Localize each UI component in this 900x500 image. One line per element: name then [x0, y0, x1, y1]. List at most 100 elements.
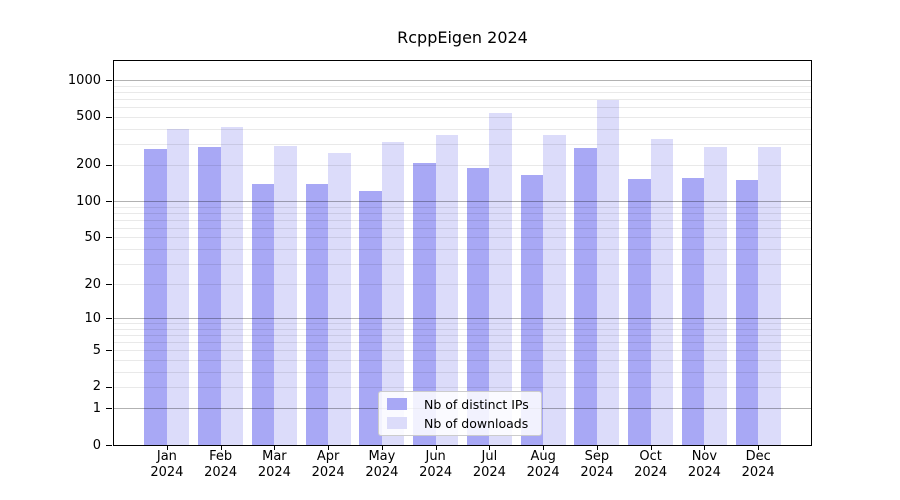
- x-tick-jan: [166, 445, 168, 450]
- x-tick-oct: [650, 445, 652, 450]
- x-tick-label-jan: Jan 2024: [135, 449, 199, 481]
- x-tick-mar: [274, 445, 276, 450]
- bar-distinct-ips-may: [359, 190, 382, 445]
- x-tick-dec: [758, 445, 760, 450]
- y-tick-0: [106, 445, 112, 446]
- x-tick-label-dec: Dec 2024: [726, 449, 790, 481]
- x-tick-label-feb: Feb 2024: [189, 449, 253, 481]
- y-tick-100: [106, 201, 112, 203]
- bars-layer: [114, 61, 811, 445]
- x-tick-label-nov: Nov 2024: [672, 449, 736, 481]
- bar-downloads-nov: [704, 147, 727, 445]
- x-tick-year: 2024: [687, 465, 721, 480]
- legend-item-downloads: Nb of downloads: [379, 414, 541, 433]
- x-tick-aug: [543, 445, 545, 450]
- legend: Nb of distinct IPs Nb of downloads: [378, 391, 542, 436]
- x-tick-month: Jul: [481, 449, 498, 464]
- x-tick-label-may: May 2024: [350, 449, 414, 481]
- bar-downloads-jun: [435, 135, 459, 445]
- legend-swatch-distinct-ips: [387, 398, 407, 410]
- x-tick-year: 2024: [257, 465, 291, 480]
- y-tick-label-50: 50: [84, 229, 101, 245]
- bar-distinct-ips-sep: [574, 147, 597, 445]
- bar-downloads-sep: [596, 100, 620, 445]
- y-tick-2: [106, 386, 112, 388]
- legend-swatch-downloads: [387, 417, 407, 429]
- x-tick-month: Mar: [262, 449, 287, 464]
- bar-distinct-ips-aug: [520, 175, 544, 445]
- bar-downloads-jul: [489, 112, 512, 445]
- x-tick-month: Feb: [209, 449, 233, 464]
- x-tick-month: Nov: [691, 449, 718, 464]
- legend-label-distinct-ips: Nb of distinct IPs: [424, 396, 529, 412]
- x-tick-year: 2024: [150, 465, 184, 480]
- x-tick-month: Apr: [316, 449, 340, 464]
- y-tick-20: [106, 284, 112, 286]
- x-tick-month: Dec: [745, 449, 771, 464]
- bar-downloads-aug: [543, 135, 566, 445]
- x-tick-label-jun: Jun 2024: [404, 449, 468, 481]
- y-tick-label-1000: 1000: [67, 72, 101, 88]
- x-tick-year: 2024: [472, 465, 506, 480]
- bar-distinct-ips-oct: [628, 179, 651, 445]
- x-tick-feb: [220, 445, 222, 450]
- y-tick-1000: [106, 80, 112, 82]
- y-tick-label-500: 500: [76, 109, 101, 125]
- bar-downloads-apr: [328, 153, 351, 445]
- x-tick-year: 2024: [526, 465, 560, 480]
- x-tick-month: Sep: [584, 449, 610, 464]
- y-tick-label-5: 5: [92, 342, 101, 358]
- x-tick-label-sep: Sep 2024: [565, 449, 629, 481]
- x-tick-year: 2024: [311, 465, 345, 480]
- x-tick-may: [381, 445, 383, 450]
- y-tick-500: [106, 116, 112, 118]
- plot-area: Nb of distinct IPs Nb of downloads: [113, 60, 812, 446]
- bar-distinct-ips-jun: [413, 162, 436, 445]
- x-tick-month: Jan: [156, 449, 177, 464]
- x-tick-label-jul: Jul 2024: [457, 449, 521, 481]
- x-tick-label-apr: Apr 2024: [296, 449, 360, 481]
- bar-downloads-dec: [758, 147, 781, 445]
- bar-distinct-ips-dec: [735, 180, 759, 445]
- bar-downloads-mar: [274, 146, 297, 445]
- bar-distinct-ips-jan: [144, 149, 167, 445]
- y-tick-label-100: 100: [76, 193, 101, 209]
- legend-item-distinct-ips: Nb of distinct IPs: [379, 395, 541, 414]
- x-tick-month: Jun: [425, 449, 446, 464]
- bar-distinct-ips-apr: [305, 183, 329, 445]
- bar-downloads-jan: [166, 129, 190, 445]
- x-tick-label-aug: Aug 2024: [511, 449, 575, 481]
- bar-downloads-feb: [220, 127, 244, 445]
- y-tick-label-10: 10: [84, 310, 101, 326]
- chart-title: RcppEigen 2024: [397, 28, 528, 47]
- bar-distinct-ips-nov: [681, 177, 705, 445]
- y-tick-10: [106, 318, 112, 320]
- y-tick-200: [106, 164, 112, 166]
- x-tick-month: May: [368, 449, 396, 464]
- y-tick-label-0: 0: [92, 437, 101, 453]
- x-tick-year: 2024: [580, 465, 614, 480]
- x-tick-month: Oct: [639, 449, 662, 464]
- x-tick-year: 2024: [634, 465, 668, 480]
- bar-downloads-may: [381, 141, 405, 445]
- x-tick-apr: [328, 445, 330, 450]
- bar-distinct-ips-feb: [198, 147, 221, 445]
- y-tick-label-1: 1: [92, 400, 101, 416]
- y-tick-label-20: 20: [84, 276, 101, 292]
- y-tick-5: [106, 350, 112, 352]
- legend-label-downloads: Nb of downloads: [424, 415, 529, 431]
- x-tick-nov: [704, 445, 706, 450]
- x-tick-year: 2024: [741, 465, 775, 480]
- y-tick-label-2: 2: [92, 379, 101, 395]
- x-tick-label-oct: Oct 2024: [619, 449, 683, 481]
- y-tick-1: [106, 408, 112, 410]
- x-tick-year: 2024: [204, 465, 238, 480]
- y-tick-label-200: 200: [76, 157, 101, 173]
- bar-downloads-oct: [650, 139, 674, 445]
- bar-distinct-ips-mar: [251, 184, 275, 445]
- x-tick-jun: [435, 445, 437, 450]
- x-tick-year: 2024: [365, 465, 399, 480]
- x-tick-year: 2024: [419, 465, 453, 480]
- y-tick-50: [106, 237, 112, 239]
